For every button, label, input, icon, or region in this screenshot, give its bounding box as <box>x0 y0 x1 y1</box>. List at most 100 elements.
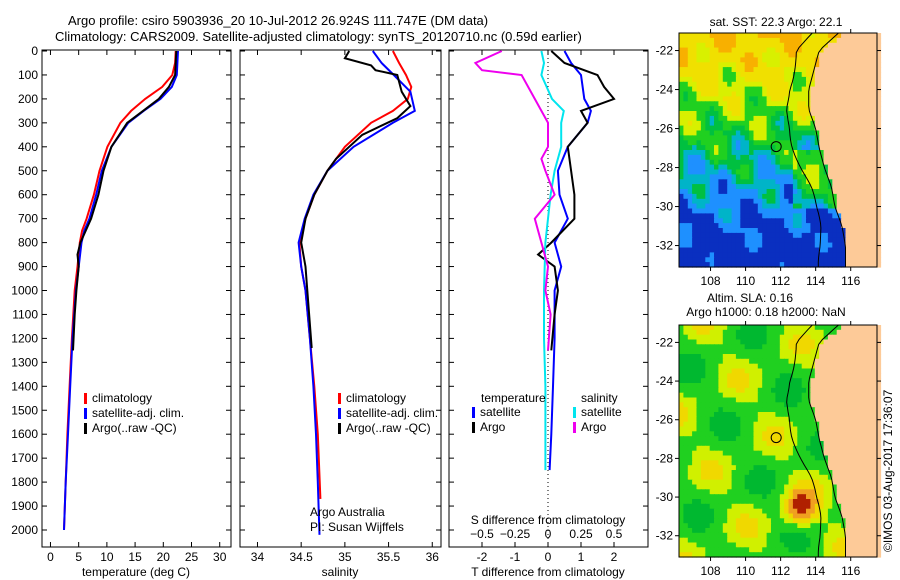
data-cell <box>731 416 737 423</box>
data-cell <box>722 257 728 263</box>
land-cell <box>845 169 851 175</box>
data-cell <box>753 193 759 200</box>
data-cell <box>827 257 833 263</box>
data-cell <box>700 33 706 39</box>
data-cell <box>779 135 785 141</box>
data-cell <box>810 120 816 127</box>
data-cell <box>683 232 689 239</box>
temperature-panel: 0100200300400500600700800900100011001200… <box>11 44 232 579</box>
data-cell <box>762 76 768 83</box>
land-cell <box>858 392 864 399</box>
data-cell <box>762 198 768 205</box>
data-cell <box>784 213 790 219</box>
data-cell <box>679 33 684 39</box>
data-cell <box>753 218 759 224</box>
data-cell <box>771 363 776 370</box>
data-cell <box>696 528 702 534</box>
data-cell <box>683 426 689 432</box>
data-cell <box>757 402 763 408</box>
land-cell <box>832 169 838 175</box>
land-cell <box>876 489 882 495</box>
data-cell <box>714 378 719 384</box>
data-cell <box>696 532 702 539</box>
data-cell <box>784 130 790 136</box>
data-cell <box>832 193 838 200</box>
data-cell <box>718 228 724 234</box>
land-cell <box>849 499 855 505</box>
data-cell <box>806 436 811 442</box>
data-cell <box>692 407 698 413</box>
data-cell <box>700 397 706 403</box>
land-cell <box>871 445 877 452</box>
data-cell <box>709 436 715 442</box>
land-cell <box>858 47 864 54</box>
data-cell <box>696 547 702 553</box>
land-cell <box>871 169 877 175</box>
data-cell <box>775 101 781 107</box>
data-cell <box>806 193 811 200</box>
data-cell <box>714 552 719 558</box>
data-cell <box>753 465 759 471</box>
land-cell <box>836 91 842 97</box>
data-cell <box>779 494 785 500</box>
land-cell <box>849 213 855 219</box>
data-cell <box>762 518 768 524</box>
data-cell <box>827 499 833 505</box>
data-cell <box>696 441 702 447</box>
data-cell <box>827 479 833 486</box>
data-cell <box>683 402 689 408</box>
land-cell <box>849 407 855 413</box>
land-cell <box>867 213 873 219</box>
data-cell <box>705 125 711 132</box>
land-cell <box>863 329 868 336</box>
data-cell <box>735 378 741 384</box>
data-cell <box>819 479 825 486</box>
data-cell <box>749 368 755 374</box>
land-cell <box>871 189 877 195</box>
data-cell <box>788 115 794 122</box>
data-cell <box>749 252 755 258</box>
data-cell <box>779 96 785 102</box>
data-cell <box>766 130 772 136</box>
data-cell <box>753 513 759 519</box>
data-cell <box>766 329 772 336</box>
x-tick-label: -1 <box>510 550 521 564</box>
land-cell <box>827 111 833 117</box>
legend-label: Argo(..raw -QC) <box>92 421 177 435</box>
land-cell <box>832 455 838 461</box>
lon-tick-label: 116 <box>841 564 860 578</box>
data-cell <box>762 262 768 268</box>
data-cell <box>714 402 719 408</box>
data-cell <box>718 508 724 515</box>
land-cell <box>867 42 873 49</box>
data-cell <box>687 412 693 418</box>
data-cell <box>731 135 737 141</box>
land-cell <box>836 159 842 166</box>
data-cell <box>814 174 820 180</box>
data-cell <box>683 242 689 249</box>
land-cell <box>836 329 842 336</box>
land-cell <box>854 135 860 141</box>
data-cell <box>687 106 693 112</box>
data-cell <box>749 387 755 394</box>
data-cell <box>731 499 737 505</box>
data-cell <box>696 344 702 350</box>
data-cell <box>700 518 706 524</box>
data-cell <box>705 513 711 519</box>
data-cell <box>696 203 702 210</box>
data-cell <box>827 247 833 253</box>
land-cell <box>867 455 873 461</box>
data-cell <box>679 392 684 399</box>
data-cell <box>722 325 728 331</box>
legend-swatch <box>338 393 341 404</box>
data-cell <box>696 445 702 452</box>
data-cell <box>797 450 803 457</box>
data-cell <box>806 474 811 481</box>
data-cell <box>788 532 794 539</box>
data-cell <box>766 436 772 442</box>
data-cell <box>779 523 785 529</box>
data-cell <box>727 499 733 505</box>
data-cell <box>779 145 785 151</box>
data-cell <box>784 354 790 360</box>
data-cell <box>718 96 724 102</box>
